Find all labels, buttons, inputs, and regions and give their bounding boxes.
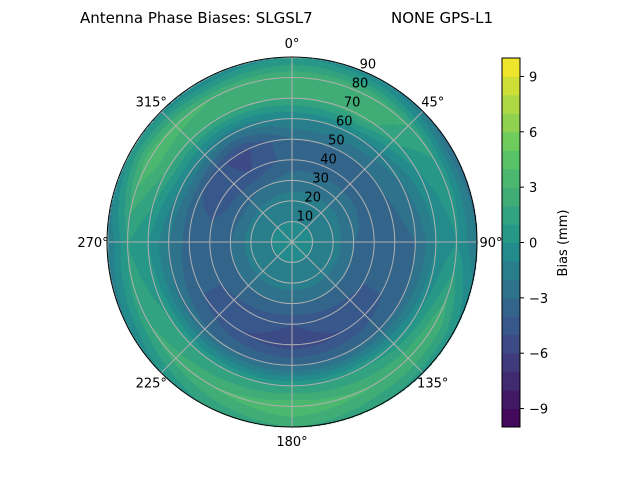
chart-title-right: NONE GPS-L1 — [391, 9, 493, 27]
colorbar-level — [502, 353, 520, 373]
theta-gridline — [291, 110, 424, 243]
colorbar-level — [502, 113, 520, 133]
colorbar-tick-label: 3 — [529, 181, 537, 196]
colorbar-level — [502, 316, 520, 336]
colorbar-tick-label: −9 — [529, 403, 548, 418]
theta-tick-labels: 0° 45° 90° 135° 180° 225° 270° 315° — [77, 37, 502, 450]
r-tick-labels: 10 20 30 40 50 60 70 80 90 — [297, 58, 376, 225]
colorbar-level — [502, 408, 520, 428]
theta-tick-label: 135° — [417, 377, 448, 392]
colorbar-label: Bias (mm) — [556, 210, 571, 277]
colorbar-tick-label: 9 — [529, 70, 537, 85]
colorbar-level — [502, 168, 520, 188]
theta-tick-label: 270° — [77, 236, 108, 251]
colorbar-level — [502, 371, 520, 391]
colorbar-tick-label: −3 — [529, 292, 548, 307]
r-tick-label: 60 — [336, 115, 353, 130]
chart-title-left: Antenna Phase Biases: SLGSL7 — [80, 9, 313, 27]
r-tick-label: 80 — [352, 77, 369, 92]
colorbar-level — [502, 76, 520, 96]
r-tick-label: 30 — [312, 172, 329, 187]
colorbar — [501, 57, 521, 428]
colorbar-level — [502, 334, 520, 354]
r-tick-label: 40 — [320, 153, 337, 168]
theta-tick-label: 90° — [479, 236, 502, 251]
colorbar-ticks: 9 6 3 0 −3 −6 −9 — [520, 70, 548, 418]
colorbar-tick-label: −6 — [529, 347, 548, 362]
polar-grid — [106, 56, 478, 428]
r-tick-label: 50 — [328, 134, 345, 149]
colorbar-level — [502, 94, 520, 114]
colorbar-level — [502, 58, 520, 77]
colorbar-level — [502, 131, 520, 151]
theta-tick-label: 0° — [285, 37, 300, 52]
polar-frame — [106, 56, 478, 428]
colorbar-level — [502, 279, 520, 299]
theta-tick-label: 45° — [421, 95, 444, 110]
r-tick-label: 90 — [360, 58, 377, 73]
colorbar-level — [502, 187, 520, 207]
colorbar-level — [502, 205, 520, 225]
colorbar-level — [502, 150, 520, 170]
theta-tick-label: 315° — [136, 95, 167, 110]
r-tick-label: 10 — [297, 210, 314, 225]
colorbar-tick-label: 6 — [529, 126, 537, 141]
r-tick-label: 70 — [344, 96, 361, 111]
theta-tick-label: 180° — [276, 435, 307, 450]
colorbar-level — [502, 260, 520, 280]
theta-tick-label: 225° — [136, 377, 167, 392]
theta-gridline — [160, 110, 293, 243]
r-tick-label: 20 — [305, 191, 322, 206]
colorbar-level — [502, 224, 520, 243]
theta-gridline — [160, 241, 293, 374]
theta-gridline — [291, 241, 424, 374]
colorbar-level — [502, 390, 520, 410]
colorbar-level — [502, 297, 520, 317]
colorbar-level — [502, 242, 520, 262]
colorbar-tick-label: 0 — [529, 237, 537, 252]
